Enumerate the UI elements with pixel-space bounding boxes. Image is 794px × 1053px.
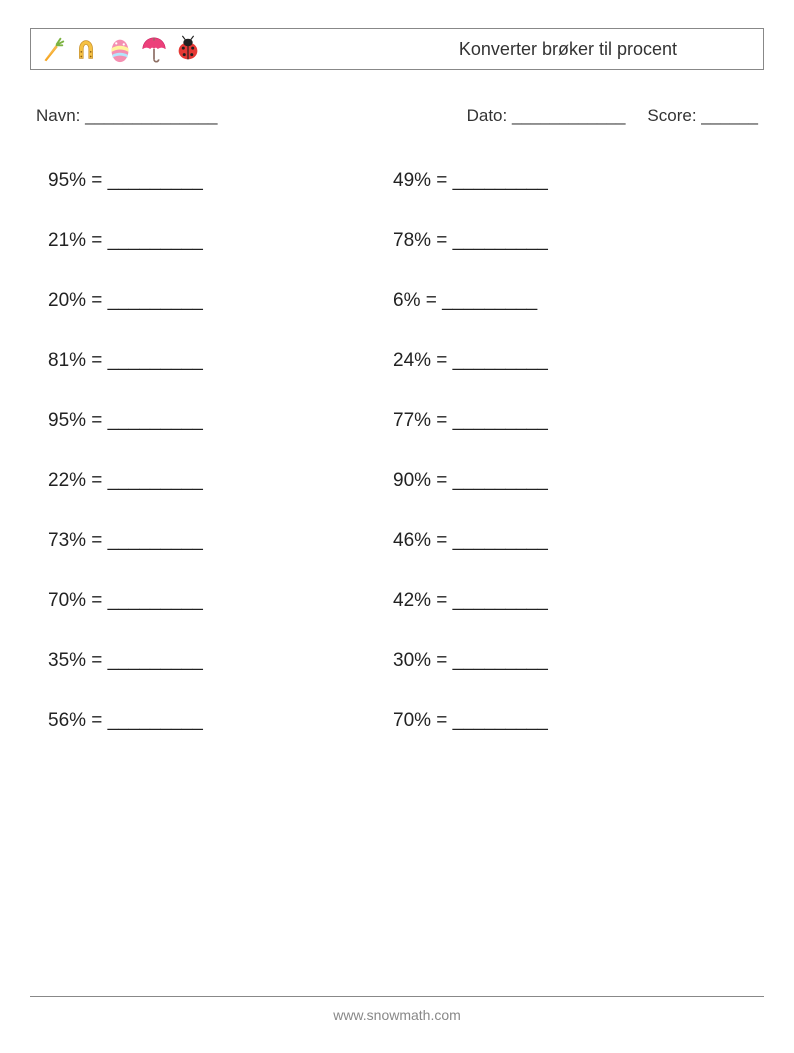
easter-egg-icon <box>105 34 135 64</box>
problem-item: 42% = _________ <box>393 590 738 612</box>
problem-item: 24% = _________ <box>393 350 738 372</box>
footer: www.snowmath.com <box>0 996 794 1023</box>
worksheet-title: Konverter brøker til procent <box>459 39 757 60</box>
date-field: Dato: ____________ <box>467 106 626 126</box>
problem-item: 56% = _________ <box>48 710 393 732</box>
problem-item: 21% = _________ <box>48 230 393 252</box>
umbrella-icon <box>139 34 169 64</box>
footer-url: www.snowmath.com <box>0 1007 794 1023</box>
problem-item: 70% = _________ <box>48 590 393 612</box>
problem-item: 30% = _________ <box>393 650 738 672</box>
problems-grid: 95% = _________ 49% = _________ 21% = __… <box>30 170 764 732</box>
problem-item: 35% = _________ <box>48 650 393 672</box>
problem-item: 95% = _________ <box>48 170 393 192</box>
problem-item: 46% = _________ <box>393 530 738 552</box>
header-icons <box>37 34 203 64</box>
problem-item: 90% = _________ <box>393 470 738 492</box>
problem-item: 95% = _________ <box>48 410 393 432</box>
header-box: Konverter brøker til procent <box>30 28 764 70</box>
problem-item: 20% = _________ <box>48 290 393 312</box>
problem-item: 73% = _________ <box>48 530 393 552</box>
ladybug-icon <box>173 34 203 64</box>
score-field: Score: ______ <box>647 106 758 126</box>
problem-item: 6% = _________ <box>393 290 738 312</box>
name-field: Navn: ______________ <box>36 106 467 126</box>
horseshoe-icon <box>71 34 101 64</box>
problem-item: 78% = _________ <box>393 230 738 252</box>
problem-item: 81% = _________ <box>48 350 393 372</box>
worksheet-page: Konverter brøker til procent Navn: _____… <box>0 0 794 1053</box>
problem-item: 77% = _________ <box>393 410 738 432</box>
problem-item: 49% = _________ <box>393 170 738 192</box>
carrot-icon <box>37 34 67 64</box>
footer-divider <box>30 996 764 997</box>
meta-row: Navn: ______________ Dato: ____________ … <box>30 106 764 126</box>
problem-item: 22% = _________ <box>48 470 393 492</box>
problem-item: 70% = _________ <box>393 710 738 732</box>
